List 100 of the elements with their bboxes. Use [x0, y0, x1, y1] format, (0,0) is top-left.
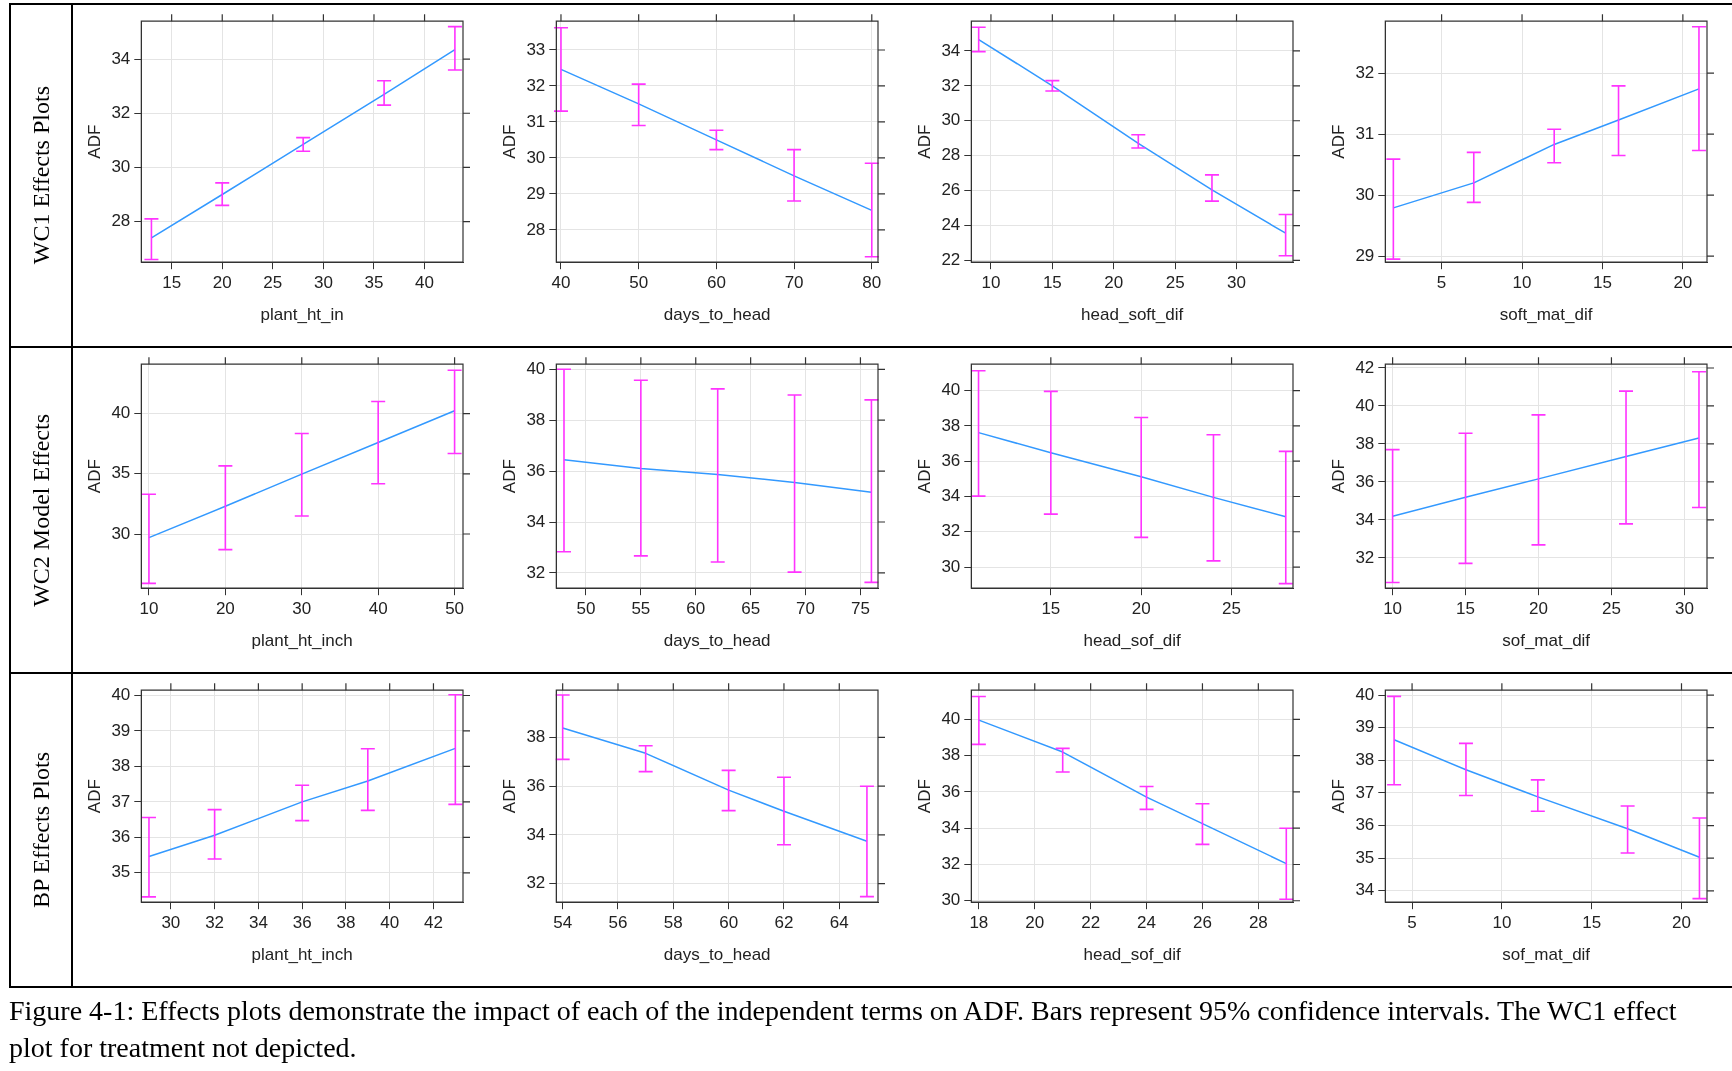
x-tick-label: 30: [1675, 599, 1695, 619]
y-axis-title: ADF: [499, 779, 519, 814]
x-tick-label: 20: [1024, 913, 1044, 933]
x-axis-title: days_to_head: [663, 305, 771, 325]
x-tick-label: 64: [829, 913, 849, 933]
y-axis-title: ADF: [914, 459, 934, 494]
y-tick-label: 34: [1355, 509, 1375, 529]
y-axis-title: ADF: [84, 459, 104, 494]
y-tick-label: 38: [940, 415, 960, 435]
y-tick-label: 39: [111, 720, 131, 740]
y-axis-title: ADF: [914, 124, 934, 159]
y-tick-label: 30: [940, 110, 960, 130]
y-tick-label: 35: [111, 862, 131, 882]
y-axis-title: ADF: [1329, 459, 1349, 494]
text: WC2 Model Effects: [27, 413, 55, 607]
y-axis-title: ADF: [499, 459, 519, 494]
y-tick-label: 40: [940, 380, 960, 400]
x-tick-label: 20: [1131, 599, 1151, 619]
y-tick-label: 30: [111, 157, 131, 177]
y-tick-label: 32: [940, 521, 960, 541]
y-tick-label: 35: [1355, 847, 1375, 867]
y-tick-label: 38: [111, 756, 131, 776]
y-tick-label: 22: [940, 250, 960, 270]
y-tick-label: 28: [526, 219, 546, 239]
x-tick-label: 25: [1602, 599, 1622, 619]
y-tick-label: 35: [111, 463, 131, 483]
x-tick-label: 20: [212, 273, 232, 293]
y-tick-label: 37: [1355, 782, 1375, 802]
y-tick-label: 34: [940, 40, 960, 60]
y-tick-label: 34: [940, 486, 960, 506]
x-tick-label: 25: [1221, 599, 1241, 619]
y-tick-label: 30: [940, 556, 960, 576]
y-tick-label: 32: [526, 562, 546, 582]
x-tick-label: 35: [364, 273, 384, 293]
y-tick-label: 34: [1355, 880, 1375, 900]
y-tick-label: 32: [526, 75, 546, 95]
x-tick-label: 15: [1582, 913, 1602, 933]
y-tick-label: 38: [526, 409, 546, 429]
y-tick-label: 30: [940, 890, 960, 910]
y-tick-label: 29: [1355, 245, 1375, 265]
x-tick-label: 20: [1103, 273, 1123, 293]
y-axis-title: ADF: [1329, 124, 1349, 159]
caption: Figure 4-1: Effects plots demonstrate the impact of each of the independent terms on ADF. Bars represent 95% confidence intervals. The WC1 effect plot for treatment not depicted.: [9, 994, 1678, 1065]
y-tick-label: 32: [1355, 547, 1375, 567]
y-tick-label: 28: [940, 145, 960, 165]
x-tick-label: 50: [445, 599, 465, 619]
y-tick-label: 28: [111, 211, 131, 231]
y-axis-title: ADF: [914, 779, 934, 814]
x-tick-label: 10: [980, 273, 1000, 293]
y-tick-label: 40: [940, 709, 960, 729]
x-axis-title: plant_ht_inch: [251, 945, 353, 965]
x-axis-title: head_soft_dif: [1080, 305, 1183, 325]
x-tick-label: 34: [248, 913, 268, 933]
x-tick-label: 30: [161, 913, 181, 933]
x-tick-label: 10: [1492, 913, 1512, 933]
y-axis-title: ADF: [1329, 779, 1349, 814]
x-tick-label: 10: [1512, 273, 1532, 293]
x-tick-label: 42: [424, 913, 443, 933]
y-tick-label: 26: [940, 180, 960, 200]
x-tick-label: 24: [1136, 913, 1156, 933]
y-tick-label: 40: [526, 358, 546, 378]
x-tick-label: 15: [1456, 599, 1476, 619]
y-tick-label: 36: [526, 460, 546, 480]
y-tick-label: 42: [1355, 357, 1375, 377]
y-tick-label: 36: [940, 781, 960, 801]
y-tick-label: 40: [111, 403, 131, 423]
x-tick-label: 25: [1165, 273, 1185, 293]
y-tick-label: 39: [1355, 717, 1375, 737]
x-tick-label: 5: [1407, 913, 1418, 933]
y-tick-label: 32: [940, 854, 960, 874]
x-axis-title: head_sof_dif: [1082, 945, 1181, 965]
x-tick-label: 70: [784, 273, 804, 293]
x-tick-label: 5: [1437, 273, 1447, 293]
y-tick-label: 29: [526, 183, 546, 203]
x-tick-label: 54: [552, 913, 572, 933]
y-tick-label: 30: [111, 523, 131, 543]
x-tick-label: 30: [292, 599, 312, 619]
x-tick-label: 15: [162, 273, 182, 293]
x-tick-label: 40: [380, 913, 400, 933]
y-tick-label: 30: [526, 147, 546, 167]
x-tick-label: 75: [850, 599, 870, 619]
x-tick-label: 20: [215, 599, 235, 619]
x-tick-label: 28: [1248, 913, 1268, 933]
y-tick-label: 32: [111, 102, 131, 122]
x-tick-label: 50: [628, 273, 648, 293]
y-tick-label: 36: [526, 775, 546, 795]
x-tick-label: 80: [862, 273, 881, 293]
y-tick-label: 36: [940, 450, 960, 470]
y-axis-title: ADF: [499, 124, 519, 159]
y-tick-label: 36: [1355, 471, 1375, 491]
y-tick-label: 36: [1355, 815, 1375, 835]
x-tick-label: 60: [686, 599, 705, 619]
y-tick-label: 38: [526, 727, 546, 747]
x-axis-title: days_to_head: [663, 631, 771, 651]
y-tick-label: 32: [940, 75, 960, 95]
x-tick-label: 22: [1080, 913, 1100, 933]
x-tick-label: 25: [263, 273, 283, 293]
x-tick-label: 15: [1040, 599, 1060, 619]
y-tick-label: 24: [940, 215, 960, 235]
y-tick-label: 40: [1355, 684, 1375, 704]
